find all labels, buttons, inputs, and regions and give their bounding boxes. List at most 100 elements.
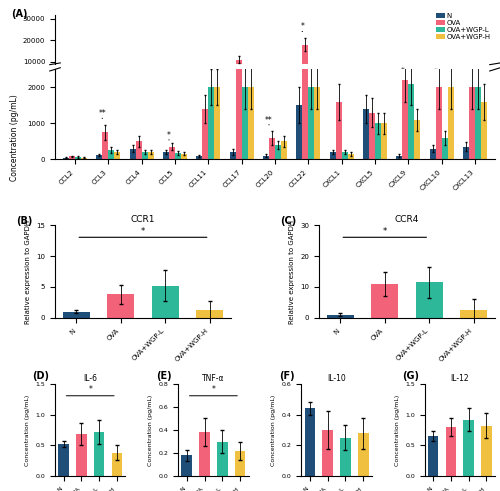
Bar (236, 59, 242, 83)
Bar (436, 87, 442, 159)
Text: (E): (E) (156, 371, 172, 381)
Bar (402, 80, 408, 159)
Bar (363, 80, 369, 83)
Text: *: * (434, 68, 438, 77)
Bar (375, 123, 381, 159)
Bar (208, 79, 214, 83)
Y-axis label: Relative expression to GAPDH: Relative expression to GAPDH (24, 219, 30, 324)
Bar (481, 102, 487, 159)
Text: *: * (300, 23, 304, 31)
Bar (416, 282, 442, 318)
Bar (336, 80, 342, 83)
Bar (481, 80, 487, 83)
Bar (348, 154, 354, 159)
Bar (314, 87, 320, 159)
Text: *: * (400, 67, 404, 76)
Bar (75, 157, 81, 159)
Bar (242, 87, 248, 159)
Bar (463, 147, 469, 159)
Bar (481, 426, 492, 476)
Bar (408, 84, 414, 159)
Bar (175, 153, 181, 159)
Bar (202, 80, 208, 83)
Bar (281, 141, 287, 159)
Bar (396, 156, 402, 159)
Bar (196, 310, 223, 318)
Bar (281, 82, 287, 83)
Title: TNF-α: TNF-α (202, 374, 224, 383)
Bar (442, 82, 448, 83)
Bar (469, 87, 475, 159)
Bar (308, 87, 314, 159)
Bar (214, 87, 220, 159)
Text: *: * (141, 227, 145, 236)
Bar (340, 437, 351, 476)
Title: IL-12: IL-12 (450, 374, 469, 383)
Bar (381, 123, 387, 159)
Text: *: * (382, 227, 387, 236)
Bar (199, 432, 210, 476)
Bar (469, 79, 475, 83)
Bar (148, 152, 154, 159)
Bar (336, 102, 342, 159)
Bar (169, 82, 175, 83)
Bar (269, 138, 275, 159)
Bar (463, 82, 469, 83)
Bar (248, 79, 254, 83)
Bar (369, 112, 375, 159)
Bar (408, 79, 414, 83)
Bar (308, 79, 314, 83)
Bar (202, 109, 208, 159)
Bar (63, 312, 90, 318)
Bar (363, 109, 369, 159)
Bar (414, 120, 420, 159)
Bar (58, 444, 69, 476)
Bar (76, 435, 86, 476)
Bar (358, 433, 368, 476)
Bar (269, 82, 275, 83)
Bar (130, 148, 136, 159)
Bar (217, 441, 228, 476)
Bar (163, 152, 169, 159)
Bar (248, 87, 254, 159)
Bar (102, 82, 108, 83)
Bar (114, 152, 120, 159)
Bar (372, 284, 398, 318)
Title: CCR4: CCR4 (395, 216, 419, 224)
Bar (428, 436, 438, 476)
Y-axis label: Concentration (pg/mL): Concentration (pg/mL) (271, 394, 276, 465)
Text: *: * (88, 385, 92, 394)
Bar (475, 79, 481, 83)
Text: Concentration (pg/mL): Concentration (pg/mL) (10, 94, 20, 181)
Bar (136, 141, 141, 159)
Bar (402, 78, 408, 83)
Bar (102, 133, 108, 159)
Bar (63, 158, 69, 159)
Bar (314, 79, 320, 83)
Text: (D): (D) (32, 371, 50, 381)
Text: (F): (F) (279, 371, 294, 381)
Bar (130, 82, 136, 83)
Bar (381, 81, 387, 83)
Bar (81, 158, 87, 159)
Bar (442, 138, 448, 159)
Bar (242, 79, 248, 83)
Bar (322, 430, 333, 476)
Y-axis label: Relative expression to GAPDH: Relative expression to GAPDH (288, 219, 294, 324)
Bar (460, 310, 487, 318)
Bar (112, 453, 122, 476)
Bar (108, 150, 114, 159)
Bar (181, 154, 187, 159)
Bar (430, 82, 436, 83)
Bar (169, 147, 175, 159)
Y-axis label: Concentration (pg/mL): Concentration (pg/mL) (25, 394, 30, 465)
Legend: N, OVA, OVA+WGP-L, OVA+WGP-H: N, OVA, OVA+WGP-L, OVA+WGP-H (436, 12, 492, 41)
Bar (275, 145, 281, 159)
Text: (B): (B) (16, 216, 32, 226)
Bar (446, 427, 456, 476)
Bar (436, 79, 442, 83)
Bar (369, 80, 375, 83)
Bar (152, 286, 178, 318)
Title: CCR1: CCR1 (131, 216, 155, 224)
Y-axis label: Concentration (pg/mL): Concentration (pg/mL) (394, 394, 400, 465)
